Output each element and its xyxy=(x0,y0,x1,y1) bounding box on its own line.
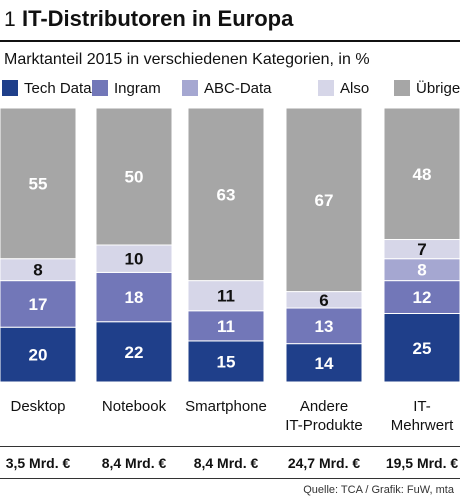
source-note: Quelle: TCA / Grafik: FuW, mta xyxy=(303,484,454,496)
chart-subtitle: Marktanteil 2015 in verschiedenen Katego… xyxy=(4,51,370,68)
category-label-line: IT-Produkte xyxy=(285,417,363,434)
legend-item-4: Übrige xyxy=(394,77,460,99)
data-label: 25 xyxy=(413,339,432,358)
legend-item-2: ABC-Data xyxy=(182,77,272,99)
legend-item-3: Also xyxy=(318,77,369,99)
category-label: IT- Mehrwert xyxy=(374,397,460,435)
legend-swatch xyxy=(182,80,198,96)
data-label: 8 xyxy=(33,261,42,280)
chart-header: 1 IT-Distributoren in Europa xyxy=(0,0,460,44)
data-label: 7 xyxy=(417,240,426,259)
legend-label: Übrige xyxy=(416,79,460,97)
bar-segment xyxy=(383,107,460,241)
category-total: 8,4 Mrd. € xyxy=(193,455,259,471)
data-label: 13 xyxy=(315,317,334,336)
data-label: 17 xyxy=(29,295,48,314)
legend-label: Tech Data xyxy=(24,79,92,97)
category-label-line: Desktop xyxy=(10,398,66,415)
bar-segment xyxy=(187,310,265,342)
category-label-line: Smartphone xyxy=(185,398,267,415)
bar-segment xyxy=(285,343,363,383)
category-label: Andere IT-Produkte xyxy=(276,397,372,435)
chart-title: IT-Distributoren in Europa xyxy=(22,6,294,31)
title-rule xyxy=(0,40,460,42)
legend-swatch xyxy=(92,80,108,96)
bar-segment xyxy=(285,307,363,345)
data-label: 50 xyxy=(125,168,144,187)
data-label: 11 xyxy=(217,287,235,306)
data-label: 6 xyxy=(319,291,328,310)
category-label-line: Andere xyxy=(299,398,349,415)
category-total: 19,5 Mrd. € xyxy=(385,455,459,471)
legend-item-1: Ingram xyxy=(92,77,161,99)
category-label: Smartphone xyxy=(178,397,274,416)
legend-swatch xyxy=(394,80,410,96)
chart-number: 1 xyxy=(4,8,16,31)
legend-swatch xyxy=(2,80,18,96)
bar-segment xyxy=(187,107,265,282)
data-label: 11 xyxy=(217,317,235,336)
bar-segment xyxy=(0,280,77,328)
legend-label: ABC-Data xyxy=(204,79,272,97)
category-total: 8,4 Mrd. € xyxy=(101,455,167,471)
bar-segment xyxy=(187,280,265,312)
bar-segment xyxy=(95,107,173,246)
category-label: Notebook xyxy=(86,397,182,416)
data-label: 67 xyxy=(315,191,334,210)
category-label: Desktop xyxy=(0,397,86,416)
bar-segment xyxy=(95,244,173,273)
bar-segment xyxy=(0,326,77,383)
legend-label: Ingram xyxy=(114,79,161,97)
divider xyxy=(0,478,460,479)
data-label: 55 xyxy=(29,174,48,193)
divider xyxy=(0,446,460,447)
category-label-line: IT- xyxy=(413,398,431,415)
data-label: 22 xyxy=(125,343,144,362)
data-label: 15 xyxy=(217,352,236,371)
bar-segment xyxy=(285,107,363,293)
data-label: 12 xyxy=(413,288,432,307)
data-label: 18 xyxy=(125,288,144,307)
legend-item-0: Tech Data xyxy=(2,77,92,99)
bar-segment xyxy=(0,107,77,260)
data-label: 10 xyxy=(125,250,144,269)
category-total: 3,5 Mrd. € xyxy=(5,455,71,471)
bar-segment xyxy=(187,340,265,383)
data-label: 8 xyxy=(417,261,426,280)
bar-segment xyxy=(383,313,460,383)
category-label-line: Mehrwert xyxy=(390,417,454,434)
legend: Tech Data Ingram ABC-Data Also Übrige xyxy=(0,77,460,101)
legend-swatch xyxy=(318,80,334,96)
data-label: 20 xyxy=(29,346,48,365)
data-label: 14 xyxy=(315,354,334,373)
bar-segment xyxy=(95,271,173,323)
legend-label: Also xyxy=(340,79,370,97)
category-total: 24,7 Mrd. € xyxy=(287,455,361,471)
data-label: 63 xyxy=(217,185,236,204)
bar-segment xyxy=(383,280,460,314)
category-label-line: Notebook xyxy=(101,398,167,415)
data-label: 48 xyxy=(413,165,432,184)
